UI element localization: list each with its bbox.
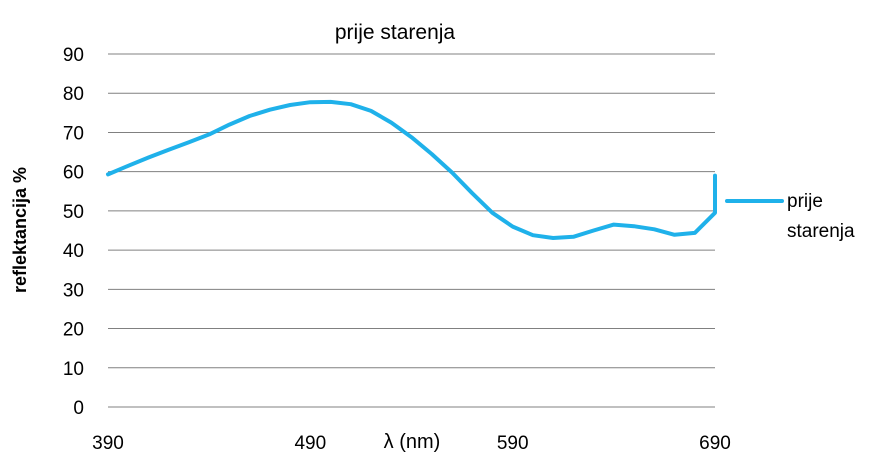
series-line — [106, 99, 717, 240]
legend-label: prije starenja — [787, 191, 855, 242]
chart-title: prije starenja — [335, 21, 456, 44]
y-tick-label: 30 — [63, 280, 84, 301]
y-tick-label: 10 — [63, 359, 84, 380]
gridlines — [108, 53, 715, 369]
x-tick-label: 390 — [92, 433, 124, 454]
y-tick-label: 60 — [63, 163, 84, 184]
x-tick-label: 590 — [497, 433, 529, 454]
y-tick-label: 20 — [63, 320, 84, 341]
y-tick-label: 40 — [63, 241, 84, 262]
y-tick-label: 90 — [63, 45, 84, 66]
x-axis-label: λ (nm) — [384, 431, 441, 453]
y-tick-label: 80 — [63, 84, 84, 105]
legend: prije starenja — [725, 191, 855, 242]
y-tick-label: 50 — [63, 202, 84, 223]
x-axis-ticks: 390 490 590 690 — [92, 433, 731, 454]
y-axis-ticks: 0 10 20 30 40 50 60 70 80 90 — [63, 45, 84, 419]
series-layer — [106, 99, 717, 240]
y-axis-label: reflektancija % — [10, 167, 30, 293]
y-tick-label: 0 — [73, 398, 84, 419]
x-tick-label: 490 — [294, 433, 326, 454]
x-tick-label: 690 — [699, 433, 731, 454]
y-tick-label: 70 — [63, 123, 84, 144]
